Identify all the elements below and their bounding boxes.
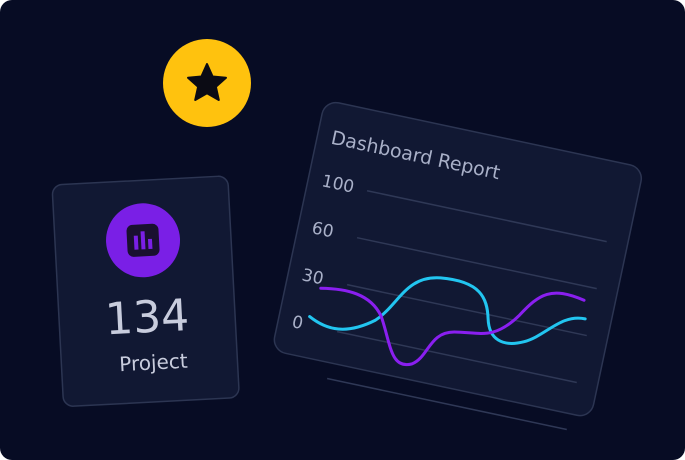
axis-label: 60 [310, 218, 335, 242]
grid-line [326, 377, 567, 431]
grid-line [356, 236, 597, 290]
chart-icon-bar [147, 238, 153, 250]
cyan-curve [308, 276, 587, 345]
stat-card-bg [51, 175, 240, 407]
axis-label: 0 [290, 312, 305, 334]
stat-label: Project [119, 349, 189, 377]
axis-label: 30 [300, 265, 325, 289]
grid-line [346, 283, 587, 337]
stat-card: 134 Project [51, 175, 240, 407]
grid-line [366, 189, 607, 243]
purple-curve [319, 286, 586, 367]
chart-icon-bar [133, 235, 139, 250]
chart-icon-bar [140, 231, 146, 250]
star-icon [187, 63, 227, 101]
grid-line [336, 330, 577, 384]
stat-value: 134 [104, 290, 191, 345]
